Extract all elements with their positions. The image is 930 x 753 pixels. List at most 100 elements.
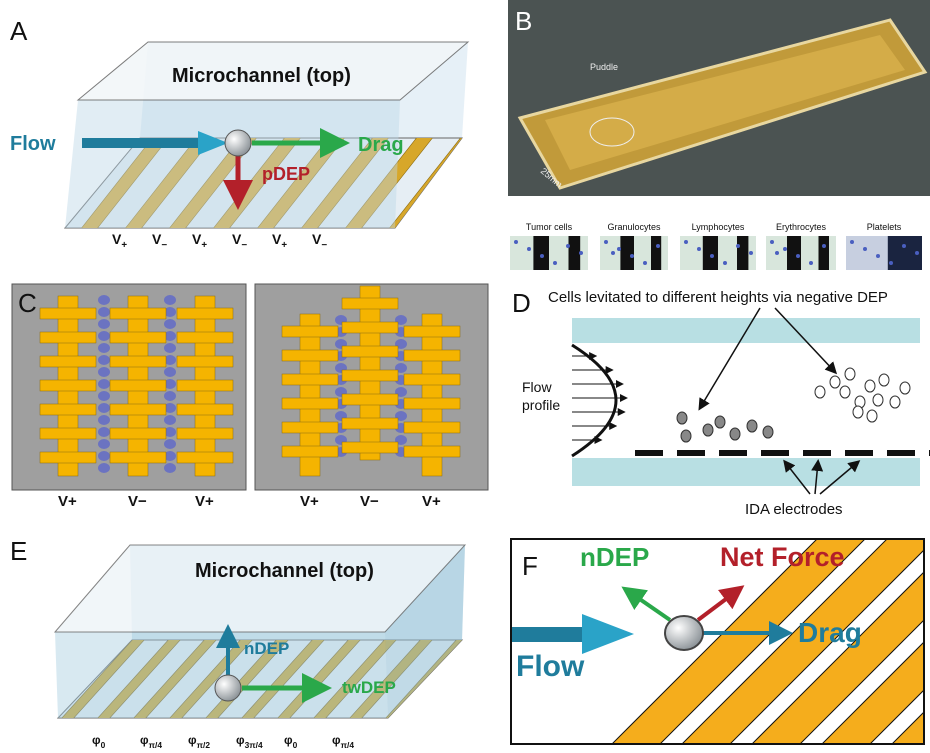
label-sub: − bbox=[241, 240, 247, 251]
panel-label: A bbox=[10, 16, 28, 46]
electrode-label: V− bbox=[360, 493, 379, 510]
bottom-wall bbox=[572, 458, 920, 486]
twdep-label: twDEP bbox=[342, 678, 396, 697]
cell-dot bbox=[889, 261, 893, 265]
cell-high bbox=[867, 410, 877, 422]
cell-dot bbox=[697, 247, 701, 251]
cell-cluster bbox=[98, 439, 110, 449]
cell-dot bbox=[514, 240, 518, 244]
electrode-dash bbox=[761, 450, 789, 456]
comb-finger bbox=[342, 346, 398, 357]
cell bbox=[665, 616, 703, 650]
cell-cluster bbox=[164, 367, 176, 377]
cell-cluster bbox=[98, 367, 110, 377]
label-sub: π/2 bbox=[197, 740, 211, 750]
cell-high bbox=[900, 382, 910, 394]
panel-c: C V+V−V+V+V−V+ bbox=[12, 284, 488, 510]
cell-high bbox=[815, 386, 825, 398]
label-sub: + bbox=[201, 240, 207, 251]
cell-cluster bbox=[164, 343, 176, 353]
cell-dot bbox=[796, 254, 800, 258]
electrodes-label: IDA electrodes bbox=[745, 501, 843, 518]
cell-high bbox=[890, 396, 900, 408]
cell-dot bbox=[527, 247, 531, 251]
ndep-label: nDEP bbox=[580, 542, 649, 572]
cell-low bbox=[677, 412, 687, 424]
electrode-label: V+ bbox=[192, 231, 207, 251]
cell-cluster bbox=[98, 451, 110, 461]
electrode-dash bbox=[803, 450, 831, 456]
comb-finger bbox=[282, 446, 338, 457]
cell-high bbox=[840, 386, 850, 398]
panel-f: F Flow Drag nDEP Net Force bbox=[511, 536, 930, 746]
cell-dot bbox=[656, 244, 660, 248]
figure: A Microchannel (top) Flow Drag pDEP V+V−… bbox=[0, 0, 930, 753]
electrode-dash bbox=[635, 450, 663, 456]
cell-low bbox=[747, 420, 757, 432]
electrode-band bbox=[569, 236, 581, 270]
cell-dot bbox=[902, 244, 906, 248]
electrode-band bbox=[819, 236, 830, 270]
comb-finger bbox=[342, 322, 398, 333]
electrode-label: V− bbox=[232, 231, 247, 251]
comb-finger bbox=[40, 380, 96, 391]
comb-finger bbox=[342, 418, 398, 429]
electrode-band bbox=[620, 236, 634, 270]
cell-high bbox=[879, 374, 889, 386]
cell-dot bbox=[553, 261, 557, 265]
cell-high bbox=[853, 406, 863, 418]
panel-d: D Cells levitated to different heights v… bbox=[512, 288, 930, 518]
comb-finger bbox=[177, 356, 233, 367]
comb-finger bbox=[282, 422, 338, 433]
electrode-dash bbox=[719, 450, 747, 456]
electrode-dash bbox=[845, 450, 873, 456]
comb-finger bbox=[177, 428, 233, 439]
cell-dot bbox=[710, 254, 714, 258]
label-sub: π/4 bbox=[149, 740, 163, 750]
flow-label: Flow bbox=[516, 650, 585, 683]
cell-type-label: Tumor cells bbox=[526, 222, 573, 232]
comb-finger bbox=[110, 356, 166, 367]
cell-cluster bbox=[98, 427, 110, 437]
cell-high bbox=[873, 394, 883, 406]
comb-finger bbox=[282, 398, 338, 409]
comb-finger bbox=[40, 452, 96, 463]
label-sub: 3π/4 bbox=[245, 740, 263, 750]
ndep-label: nDEP bbox=[244, 639, 289, 658]
panel-label: C bbox=[18, 288, 37, 318]
cell-dot bbox=[809, 261, 813, 265]
channel-label: Microchannel (top) bbox=[195, 560, 374, 582]
phase-labels: φ0φπ/4φπ/2φ3π/4φ0φπ/4 bbox=[92, 733, 354, 750]
comb-finger bbox=[404, 398, 460, 409]
cell-cluster bbox=[98, 391, 110, 401]
cell-type-label: Platelets bbox=[867, 222, 902, 232]
label-sub: + bbox=[281, 240, 287, 251]
comb-finger bbox=[177, 332, 233, 343]
electrode-label: φπ/4 bbox=[140, 733, 162, 750]
cell-cluster bbox=[164, 391, 176, 401]
cell-dot bbox=[822, 244, 826, 248]
cell-high bbox=[830, 376, 840, 388]
comb-finger bbox=[40, 308, 96, 319]
electrode-label: V− bbox=[128, 493, 147, 510]
comb-finger bbox=[110, 308, 166, 319]
electrode-band bbox=[703, 236, 718, 270]
ida-electrodes bbox=[635, 450, 930, 456]
flow-arrow bbox=[512, 627, 584, 642]
electrode-labels: V+V−V+V+V−V+ bbox=[58, 493, 441, 510]
net-force-label: Net Force bbox=[720, 542, 845, 572]
comb-finger bbox=[177, 380, 233, 391]
comb-finger bbox=[110, 404, 166, 415]
cell-low bbox=[715, 416, 725, 428]
cell bbox=[225, 130, 251, 156]
cell-cluster bbox=[164, 463, 176, 473]
cell bbox=[215, 675, 241, 701]
electrode-dash bbox=[677, 450, 705, 456]
cell-dot bbox=[579, 251, 583, 255]
cell-type-label: Granulocytes bbox=[607, 222, 661, 232]
cell-dot bbox=[643, 261, 647, 265]
label-sub: 0 bbox=[101, 740, 106, 750]
comb-finger bbox=[40, 428, 96, 439]
comb-finger bbox=[282, 326, 338, 337]
electrode-band bbox=[651, 236, 661, 270]
